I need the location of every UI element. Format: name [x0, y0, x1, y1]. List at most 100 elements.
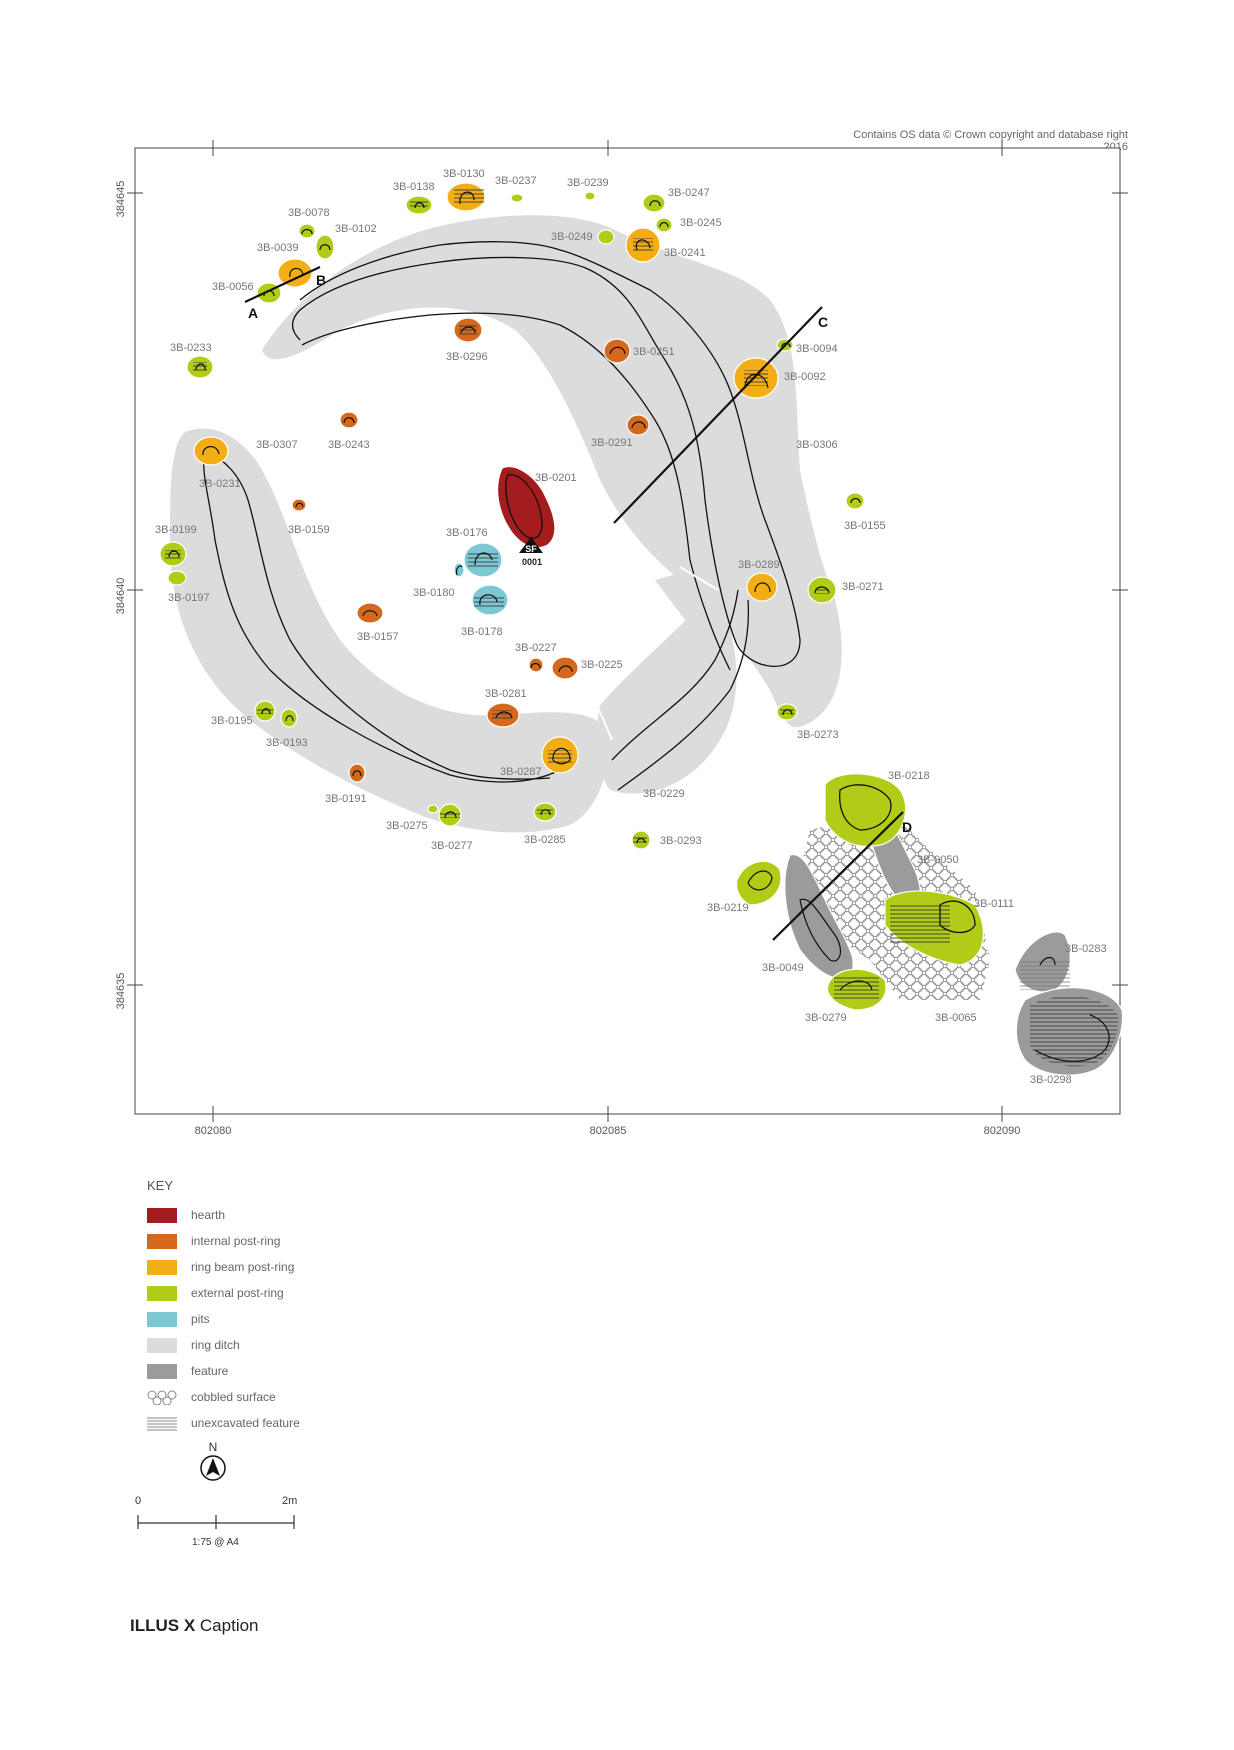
key-title: KEY [147, 1178, 174, 1193]
feature-label: 3B-0130 [443, 168, 485, 180]
feature-label: 3B-0218 [888, 770, 930, 782]
key-label: internal post-ring [191, 1234, 281, 1248]
easting-label: 802080 [195, 1125, 232, 1137]
posthole-3B-0159 [291, 498, 307, 512]
feature-label: 3B-0227 [515, 642, 557, 654]
key-label: ring beam post-ring [191, 1260, 295, 1274]
feature-label: 3B-0283 [1065, 943, 1107, 955]
posthole-3B-0227 [528, 657, 544, 673]
easting-label: 802085 [590, 1125, 627, 1137]
key-label: hearth [191, 1208, 226, 1222]
key-item-cobbled-surface: cobbled surface [147, 1384, 447, 1410]
feature-label: 3B-0094 [796, 343, 838, 355]
posthole-3B-0078 [298, 223, 316, 239]
north-arrow-icon [200, 1455, 226, 1481]
section-line-AB [244, 266, 321, 303]
scale-bar: 0 2m 1:75 @ A4 [130, 1495, 300, 1555]
external-post-ring-swatch [147, 1285, 177, 1301]
feature-label: 3B-0195 [211, 715, 253, 727]
grid-ticks [127, 140, 1128, 1122]
posthole-3B-0249 [597, 229, 615, 245]
posthole-3B-0239 [584, 191, 596, 201]
feature-label: 3B-0092 [784, 371, 826, 383]
feature-label: 3B-0275 [386, 820, 428, 832]
scale-end-label: 2m [282, 1495, 298, 1507]
scale-start-label: 0 [135, 1495, 142, 1507]
feature-label: 3B-0249 [551, 231, 593, 243]
feature-label: 3B-0273 [797, 729, 839, 741]
feature-label: 3B-0247 [668, 187, 710, 199]
feature-label: 3B-0296 [446, 351, 488, 363]
feature-label: 3B-0199 [155, 524, 197, 536]
key-item-pits: pits [147, 1306, 447, 1332]
feature-label: 3B-0285 [524, 834, 566, 846]
posthole-3B-0251 [603, 338, 631, 364]
feature-label: 3B-0277 [431, 840, 473, 852]
pit-outlines [455, 552, 498, 606]
feature-label: 3B-0191 [325, 793, 367, 805]
feature-swatch [147, 1363, 177, 1379]
posthole-3B-0247 [642, 193, 666, 213]
scale-bar-graphic [137, 1515, 295, 1529]
feature-label: 3B-0291 [591, 437, 633, 449]
posthole-3B-0225 [551, 656, 579, 680]
feature-3B-0279 [826, 968, 887, 1011]
feature-label: 3B-0180 [413, 587, 455, 599]
posthole-3B-0243 [339, 411, 359, 429]
feature-label: 3B-0251 [633, 346, 675, 358]
northing-label: 384635 [115, 973, 127, 1010]
key-label: external post-ring [191, 1286, 284, 1300]
posthole-3B-0191 [348, 763, 366, 783]
feature-label: 3B-0287 [500, 766, 542, 778]
feature-label: 3B-0237 [495, 175, 537, 187]
feature-label: 3B-0219 [707, 902, 749, 914]
ring-beam-post-ring-swatch [147, 1259, 177, 1275]
ring-ditch-outlines [202, 241, 801, 791]
feature-label: 3B-0281 [485, 688, 527, 700]
feature-3B-0298 [1015, 987, 1124, 1076]
posthole-3B-0289 [746, 572, 778, 602]
section-line-C [613, 306, 823, 524]
hearth-3B-0201 [496, 465, 556, 549]
feature-label: 3B-0241 [664, 247, 706, 259]
unexcavated-feature-swatch [147, 1417, 177, 1430]
section-label-A: A [248, 305, 258, 321]
small-find-tag: SF [525, 544, 537, 554]
posthole-3B-0102 [315, 234, 335, 260]
posthole-3B-0193 [280, 708, 298, 728]
posthole-3B-0291 [626, 414, 650, 436]
ring-ditch [170, 215, 842, 833]
key-label: feature [191, 1364, 229, 1378]
feature-label: 3B-0245 [680, 217, 722, 229]
northing-label: 384645 [115, 181, 127, 218]
internal-post-ring-swatch [147, 1233, 177, 1249]
posthole-3B-0237 [510, 193, 524, 203]
section-label-B: B [316, 272, 326, 288]
feature-label: 3B-0193 [266, 737, 308, 749]
north-label: N [208, 1440, 218, 1454]
feature-3B-0111 [884, 890, 984, 966]
caption-text: Caption [199, 1616, 259, 1635]
key-label: cobbled surface [191, 1390, 276, 1404]
feature-label: 3B-0233 [170, 342, 212, 354]
posthole-3B-0231 [193, 436, 229, 466]
key-label: ring ditch [191, 1338, 240, 1352]
small-find-number: 0001 [522, 557, 542, 567]
feature-3B-0283 [1014, 931, 1071, 993]
figure-caption: ILLUS X Caption [130, 1616, 259, 1636]
feature-label: 3B-0178 [461, 626, 503, 638]
key-item-hearth: hearth [147, 1202, 447, 1228]
feature-label: 3B-0239 [567, 177, 609, 189]
northing-label: 384640 [115, 578, 127, 615]
caption-number: ILLUS X [130, 1616, 196, 1635]
key-item-unexcavated-feature: unexcavated feature [147, 1410, 447, 1436]
feature-labels: 3B-0130 3B-0138 3B-0237 3B-0239 3B-0247 … [155, 168, 1107, 1086]
feature-label: 3B-0138 [393, 181, 435, 193]
feature-label: 3B-0159 [288, 524, 330, 536]
feature-label: 3B-0155 [844, 520, 886, 532]
key-item-ring-beam-post-ring: ring beam post-ring [147, 1254, 447, 1280]
posthole-3B-0197 [167, 570, 187, 586]
key-item-ring-ditch: ring ditch [147, 1332, 447, 1358]
feature-label: 3B-0307 [256, 439, 298, 451]
